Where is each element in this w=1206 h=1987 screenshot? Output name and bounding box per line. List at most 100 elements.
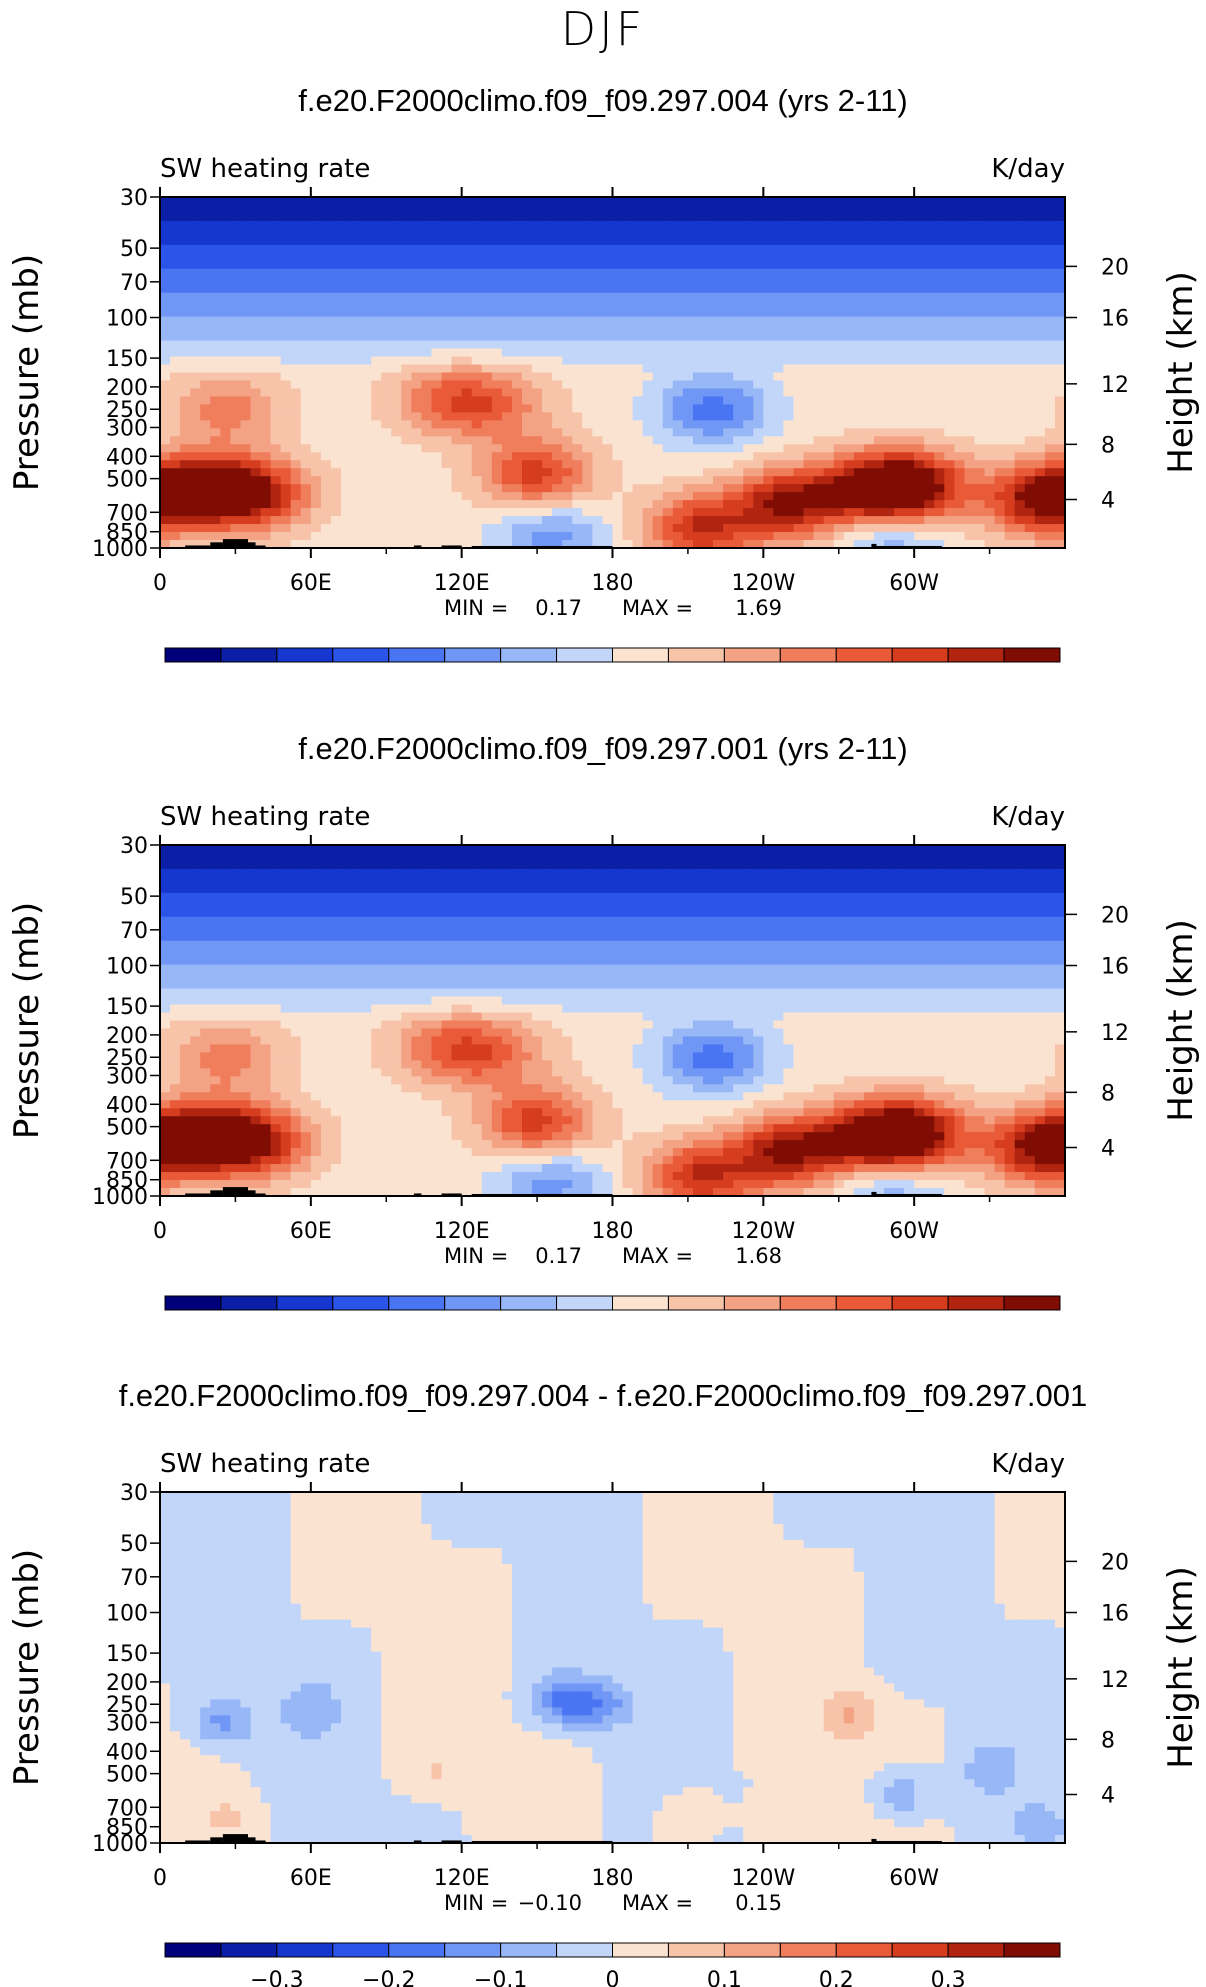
contour-cell — [803, 204, 815, 214]
contour-cell — [180, 1100, 191, 1109]
contour-cell — [361, 1156, 372, 1165]
contour-cell — [210, 1100, 221, 1109]
contour-cell — [330, 900, 342, 910]
contour-cell — [180, 852, 191, 862]
contour-cell — [934, 532, 945, 541]
contour-cell — [672, 396, 684, 406]
contour-cell — [200, 244, 211, 254]
contour-cell — [361, 1036, 372, 1046]
contour-cell — [662, 484, 674, 493]
contour-cell — [160, 868, 171, 878]
contour-cell — [180, 396, 191, 406]
contour-cell — [642, 508, 654, 517]
contour-cell — [763, 292, 774, 302]
contour-cell — [481, 476, 493, 485]
contour-cell — [401, 284, 412, 294]
contour-cell — [501, 212, 513, 222]
contour-cell — [1024, 444, 1036, 453]
contour-cell — [290, 956, 302, 966]
contour-cell — [884, 332, 895, 342]
contour-cell — [431, 228, 443, 238]
contour-cell — [250, 404, 262, 413]
contour-cell — [250, 204, 262, 214]
contour-cell — [522, 412, 533, 421]
contour-cell — [652, 404, 664, 413]
contour-cell — [934, 308, 945, 318]
contour-cell — [441, 428, 453, 437]
contour-cell — [250, 412, 262, 421]
contour-cell — [592, 380, 604, 390]
contour-cell — [944, 540, 955, 549]
contour-cell — [753, 460, 764, 469]
contour-cell — [310, 524, 322, 533]
contour-cell — [190, 500, 201, 509]
contour-cell — [160, 484, 171, 493]
contour-cell — [300, 1164, 312, 1173]
contour-cell — [310, 508, 322, 517]
contour-cell — [522, 364, 533, 374]
contour-cell — [300, 1116, 312, 1125]
contour-cell — [924, 532, 935, 541]
contour-cell — [290, 268, 302, 278]
contour-cell — [773, 268, 785, 278]
contour-cell — [260, 1068, 272, 1077]
contour-cell — [894, 468, 905, 477]
contour-cell — [491, 244, 503, 254]
colorbar-swatch — [891, 647, 949, 663]
contour-cell — [994, 308, 1006, 318]
contour-cell — [823, 420, 835, 429]
contour-cell — [230, 252, 242, 262]
contour-cell — [381, 197, 392, 206]
contour-cell — [703, 300, 714, 310]
contour-cell — [180, 884, 191, 894]
contour-cell — [411, 252, 423, 262]
contour-cell — [682, 252, 694, 262]
contour-cell — [300, 916, 312, 926]
contour-cell — [180, 900, 191, 910]
contour-cell — [310, 908, 322, 918]
contour-cell — [1014, 388, 1026, 398]
contour-cell — [753, 468, 764, 477]
contour-cell — [652, 300, 664, 310]
contour-cell — [1044, 428, 1056, 437]
contour-cell — [320, 348, 332, 358]
contour-cell — [330, 540, 342, 549]
contour-cell — [572, 276, 583, 286]
contour-cell — [210, 476, 221, 485]
contour-cell — [652, 324, 664, 334]
contour-cell — [320, 1188, 332, 1197]
contour-cell — [341, 916, 352, 926]
contour-cell — [692, 324, 704, 334]
contour-cell — [250, 532, 262, 541]
contour-cell — [642, 372, 654, 382]
contour-cell — [552, 484, 563, 493]
contour-cell — [853, 404, 865, 413]
contour-cell — [230, 460, 242, 469]
contour-cell — [501, 404, 513, 413]
contour-cell — [652, 204, 664, 214]
contour-cell — [200, 1004, 211, 1014]
contour-cell — [1024, 244, 1036, 254]
contour-cell — [300, 444, 312, 453]
contour-cell — [341, 1052, 352, 1061]
contour-cell — [833, 468, 845, 477]
contour-cell — [240, 324, 252, 334]
contour-cell — [341, 332, 352, 342]
contour-cell — [411, 292, 423, 302]
contour-cell — [200, 932, 211, 942]
contour-cell — [210, 356, 221, 366]
contour-cell — [522, 380, 533, 390]
contour-cell — [1024, 484, 1036, 493]
contour-cell — [441, 268, 453, 278]
contour-cell — [401, 292, 412, 302]
contour-cell — [682, 372, 694, 382]
contour-cell — [501, 284, 513, 294]
contour-cell — [170, 900, 181, 910]
contour-cell — [190, 284, 201, 294]
contour-cell — [904, 228, 915, 238]
contour-cell — [471, 476, 483, 485]
contour-cell — [290, 1156, 302, 1165]
contour-cell — [220, 1140, 231, 1149]
contour-cell — [491, 436, 503, 445]
contour-cell — [341, 468, 352, 477]
